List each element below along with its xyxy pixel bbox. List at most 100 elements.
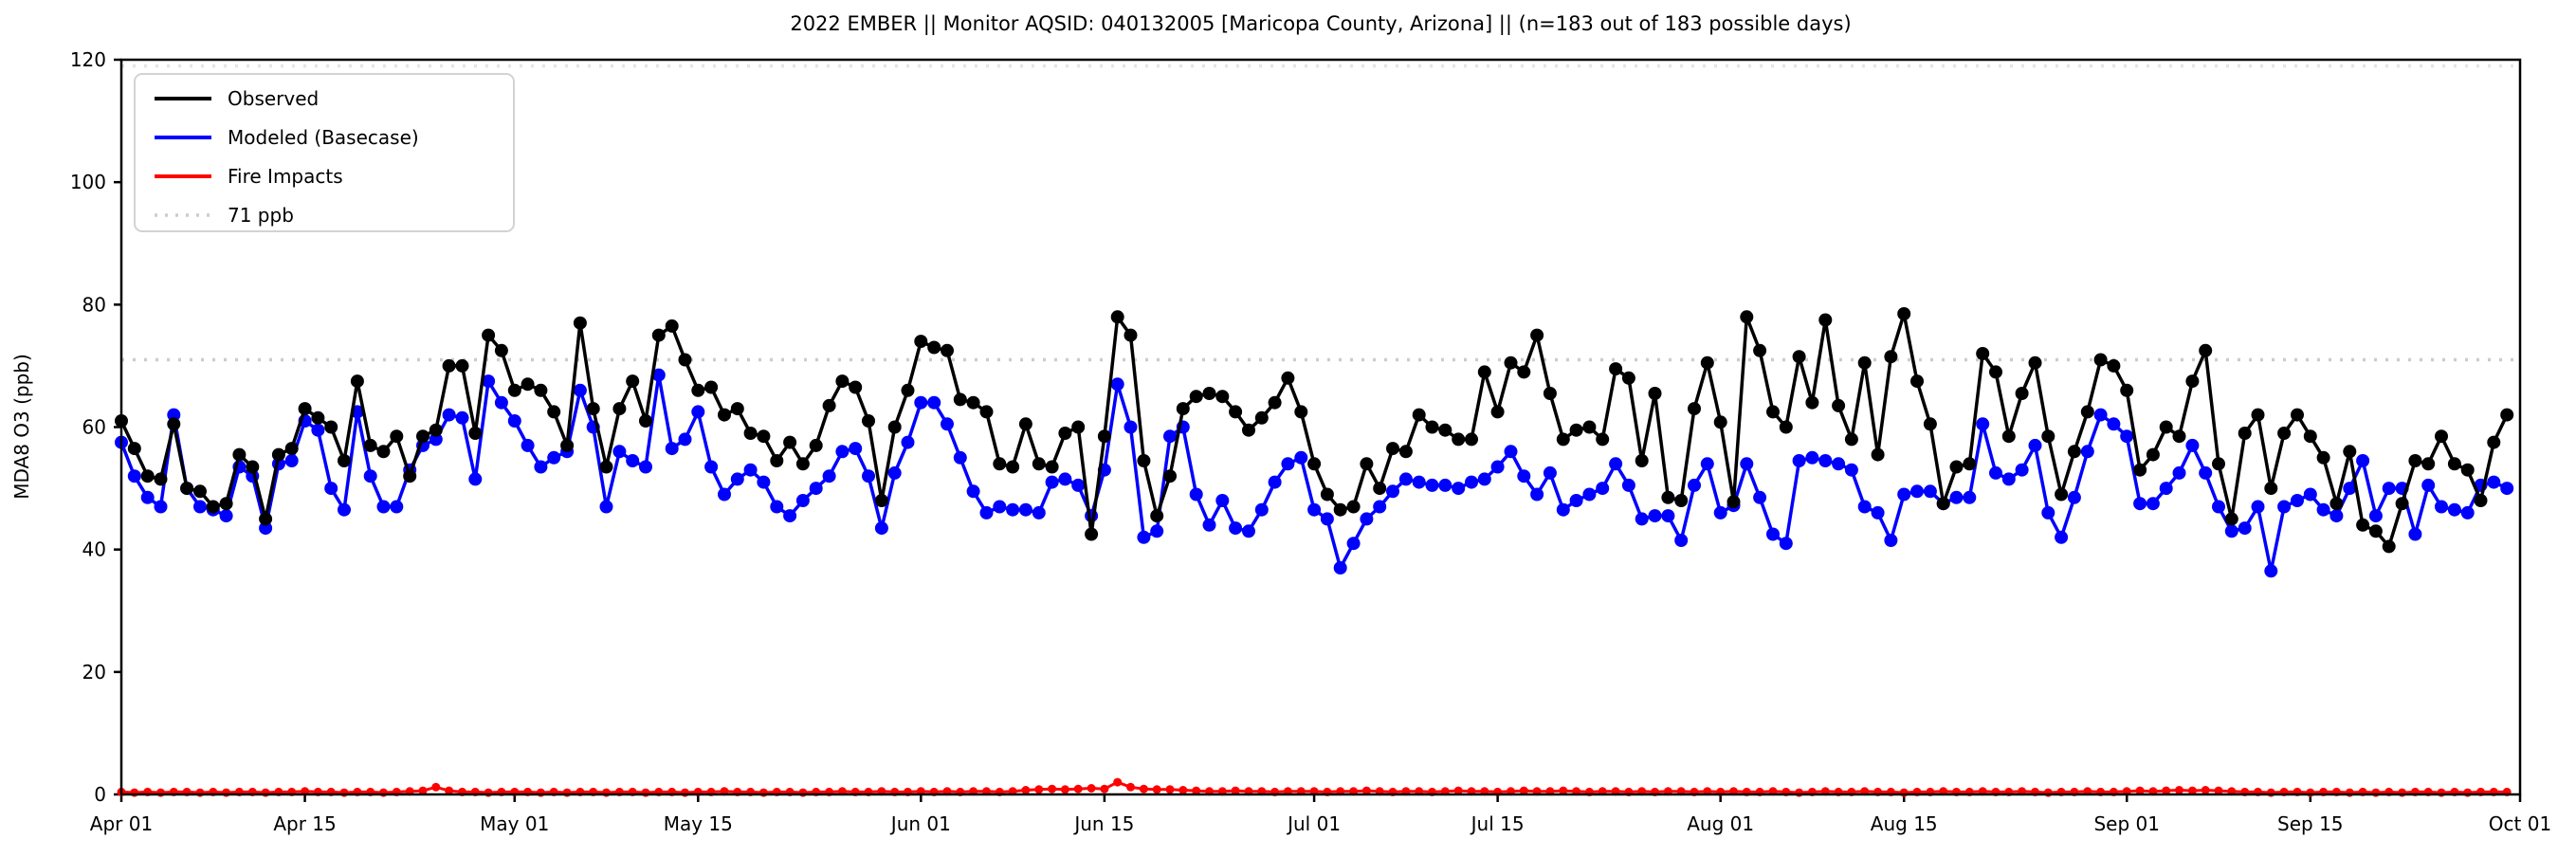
observed-series-marker <box>2435 429 2448 444</box>
observed-series-marker <box>547 405 561 419</box>
modeled-series-marker <box>219 509 233 523</box>
modeled-series-marker <box>1438 478 1452 492</box>
observed-series-marker <box>1032 457 1046 471</box>
observed-series-marker <box>1884 350 1898 364</box>
y-tick-label: 60 <box>82 416 106 439</box>
legend: Observed Modeled (Basecase) Fire Impacts… <box>134 73 515 232</box>
modeled-series-marker <box>1110 377 1124 392</box>
observed-series-marker <box>704 380 719 394</box>
fire-impacts-series-marker <box>1453 786 1463 795</box>
observed-series-marker <box>2080 405 2094 419</box>
observed-series-marker <box>219 497 233 511</box>
x-tick-label: May 15 <box>664 812 733 835</box>
observed-series-marker <box>1452 432 1466 447</box>
modeled-series-marker <box>1740 457 1754 471</box>
observed-series-marker <box>2146 447 2160 462</box>
x-tick-label: Jun 01 <box>889 812 951 835</box>
modeled-series-marker <box>1229 521 1243 536</box>
modeled-series-marker <box>1452 482 1466 496</box>
fire-impacts-series-marker <box>1559 786 1568 795</box>
observed-series-marker <box>350 374 364 389</box>
observed-series-marker <box>1582 420 1597 434</box>
x-tick-label: Apr 01 <box>90 812 153 835</box>
modeled-series-marker <box>1661 509 1675 523</box>
observed-series-marker <box>887 420 902 434</box>
observed-series-marker <box>2474 494 2488 507</box>
legend-fire-label: Fire Impacts <box>228 165 343 188</box>
observed-series-marker <box>1085 527 1099 541</box>
observed-series-marker <box>599 460 613 474</box>
modeled-series-marker <box>704 460 719 474</box>
modeled-series-marker <box>1425 478 1439 492</box>
modeled-series-marker <box>2408 527 2422 541</box>
modeled-series-marker <box>507 414 521 428</box>
modeled-series-marker <box>1242 524 1255 538</box>
modeled-series-marker <box>1189 487 1203 501</box>
modeled-series-marker <box>193 500 207 514</box>
modeled-series-marker <box>2316 502 2330 517</box>
observed-series-marker <box>2343 445 2357 459</box>
chart-title: 2022 EMBER || Monitor AQSID: 040132005 [… <box>790 12 1851 36</box>
modeled-series-marker <box>2356 454 2370 467</box>
modeled-series-marker <box>1674 534 1689 547</box>
modeled-series-marker <box>2329 509 2344 523</box>
fire-impacts-series-marker <box>2201 786 2210 794</box>
modeled-series-marker <box>914 395 928 410</box>
observed-series-marker <box>1163 469 1177 483</box>
modeled-series-marker <box>1163 429 1177 444</box>
observed-series-marker <box>1635 454 1649 467</box>
observed-series-marker <box>874 494 888 507</box>
observed-series-marker <box>1779 420 1793 434</box>
observed-series-marker <box>2291 408 2304 422</box>
observed-series-marker <box>678 353 692 367</box>
modeled-series-marker <box>429 432 443 447</box>
modeled-series-marker <box>2146 497 2160 511</box>
modeled-series-marker <box>2291 494 2304 507</box>
observed-series-marker <box>1110 310 1124 324</box>
legend-modeled-label: Modeled (Basecase) <box>228 126 419 149</box>
modeled-series-marker <box>442 408 456 422</box>
observed-series-marker <box>1477 365 1491 379</box>
observed-series-marker <box>521 377 535 392</box>
observed-series-marker <box>2159 420 2173 434</box>
observed-series-marker <box>2199 343 2213 357</box>
observed-series-marker <box>2238 427 2252 440</box>
modeled-series-marker <box>1045 475 1059 489</box>
observed-series-marker <box>1425 420 1439 434</box>
modeled-series-marker <box>1543 465 1557 480</box>
modeled-series-marker <box>1832 457 1846 471</box>
modeled-series-marker <box>979 505 994 520</box>
observed-series-marker <box>586 402 600 416</box>
modeled-series-marker <box>1360 512 1374 526</box>
modeled-series-marker <box>1307 502 1322 517</box>
observed-series-marker <box>403 469 417 483</box>
modeled-series-marker <box>1976 417 1990 431</box>
observed-series-marker <box>979 405 994 419</box>
modeled-series-marker <box>1582 487 1597 501</box>
observed-series-marker <box>1556 432 1570 447</box>
y-tick-label: 0 <box>94 783 106 806</box>
modeled-series-marker <box>612 445 627 459</box>
observed-series-marker <box>1963 457 1977 471</box>
modeled-series-marker <box>1792 454 1806 467</box>
observed-series-marker <box>1045 460 1059 474</box>
modeled-series-marker <box>2368 509 2383 523</box>
observed-series-marker <box>2120 383 2134 397</box>
modeled-series-marker <box>1688 478 1701 492</box>
observed-series-marker <box>2093 353 2108 367</box>
observed-series-marker <box>953 392 967 407</box>
observed-series-marker <box>2487 435 2501 449</box>
observed-series-marker <box>206 500 220 514</box>
modeled-series-marker <box>390 500 404 514</box>
observed-series-marker <box>835 374 850 389</box>
plot-frame <box>119 58 2522 796</box>
observed-series-marker <box>1910 374 1924 389</box>
observed-series-marker <box>468 427 483 440</box>
observed-series-marker <box>416 429 429 444</box>
observed-series-marker <box>2028 356 2042 370</box>
observed-series-marker <box>2015 387 2029 400</box>
fire-impacts-series-marker <box>2214 786 2223 795</box>
observed-series-marker <box>1753 343 1767 357</box>
modeled-series-marker <box>1333 561 1347 574</box>
modeled-series-marker <box>1857 500 1872 514</box>
